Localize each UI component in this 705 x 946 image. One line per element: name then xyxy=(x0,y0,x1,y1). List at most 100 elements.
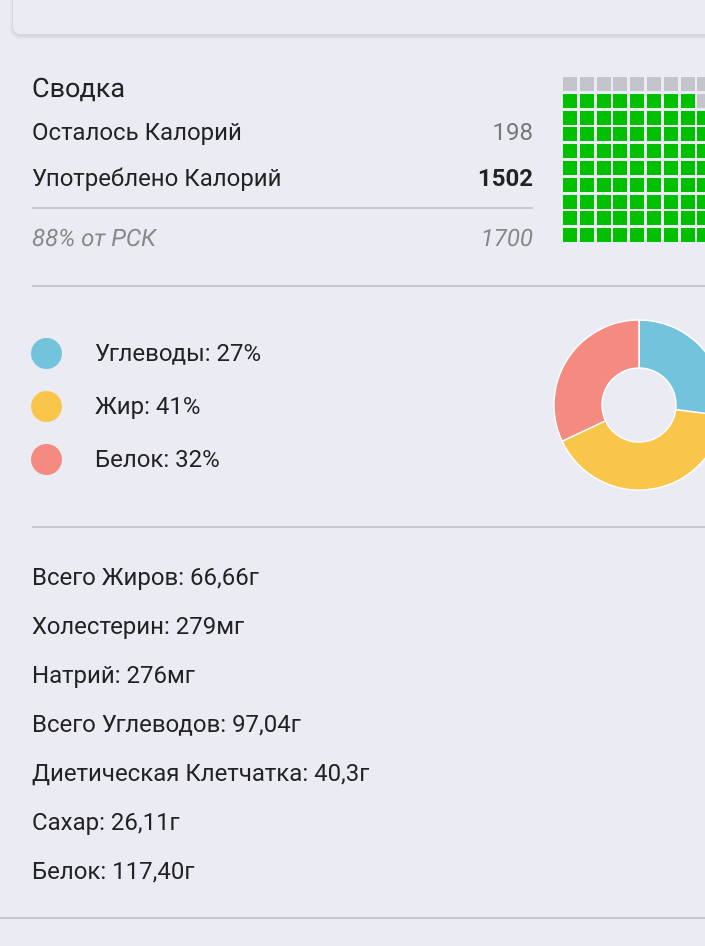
grid-cell-filled xyxy=(663,110,678,125)
grid-cell-empty xyxy=(663,77,678,91)
nutrient-item: Всего Углеводов: 97,04г xyxy=(32,710,301,738)
grid-cell-filled xyxy=(563,110,577,125)
grid-cell-filled xyxy=(630,228,645,243)
grid-cell-filled xyxy=(680,194,695,209)
consumed-value: 1502 xyxy=(477,164,533,192)
nutrient-item: Натрий: 276мг xyxy=(32,661,195,689)
grid-cell-empty xyxy=(680,77,695,91)
grid-cell-filled xyxy=(613,110,628,125)
grid-cell-filled xyxy=(647,177,661,192)
grid-cell-filled xyxy=(579,161,594,175)
nutrient-item: Диетическая Клетчатка: 40,3г xyxy=(32,759,370,787)
divider xyxy=(32,526,705,528)
grid-cell-filled xyxy=(647,127,661,142)
grid-cell-filled xyxy=(596,110,611,125)
grid-cell-filled xyxy=(630,161,645,175)
grid-cell-filled xyxy=(697,177,705,192)
grid-cell-empty xyxy=(630,77,645,91)
grid-cell-empty xyxy=(563,77,577,91)
grid-cell-filled xyxy=(680,211,695,226)
legend-dot xyxy=(31,444,62,475)
grid-cell-filled xyxy=(697,228,705,243)
grid-cell-filled xyxy=(579,110,594,125)
nutrient-item: Холестерин: 279мг xyxy=(32,612,245,640)
grid-cell-filled xyxy=(630,194,645,209)
grid-cell-filled xyxy=(647,110,661,125)
nutrient-item: Белок: 117,40г xyxy=(32,857,195,885)
donut-slice xyxy=(638,319,705,415)
grid-cell-filled xyxy=(579,228,594,243)
grid-cell-filled xyxy=(613,228,628,243)
grid-cell-filled xyxy=(663,93,678,108)
grid-cell-filled xyxy=(663,127,678,142)
grid-cell-empty xyxy=(596,77,611,91)
previous-card xyxy=(12,0,705,35)
percent-label: 88% от РСК xyxy=(32,224,157,252)
grid-cell-filled xyxy=(680,228,695,243)
grid-cell-empty xyxy=(647,77,661,91)
grid-cell-empty xyxy=(613,77,628,91)
grid-cell-filled xyxy=(680,110,695,125)
grid-cell-empty xyxy=(697,77,705,91)
summary-title: Сводка xyxy=(32,72,126,104)
divider xyxy=(32,285,705,287)
grid-cell-filled xyxy=(663,177,678,192)
grid-cell-filled xyxy=(630,127,645,142)
grid-cell-filled xyxy=(579,177,594,192)
grid-cell-filled xyxy=(680,93,695,108)
grid-cell-filled xyxy=(563,93,577,108)
legend-dot xyxy=(31,391,62,422)
grid-cell-filled xyxy=(596,161,611,175)
grid-cell-filled xyxy=(630,177,645,192)
nutrient-item: Сахар: 26,11г xyxy=(32,808,180,836)
grid-cell-filled xyxy=(596,127,611,142)
grid-cell-filled xyxy=(579,211,594,226)
grid-cell-filled xyxy=(563,177,577,192)
legend-label: Углеводы: 27% xyxy=(95,339,262,367)
grid-cell-filled xyxy=(563,127,577,142)
grid-cell-filled xyxy=(663,144,678,159)
grid-cell-filled xyxy=(563,144,577,159)
grid-cell-filled xyxy=(630,144,645,159)
grid-cell-filled xyxy=(697,194,705,209)
grid-cell-filled xyxy=(697,211,705,226)
grid-cell-filled xyxy=(663,161,678,175)
grid-cell-filled xyxy=(563,228,577,243)
donut-slice xyxy=(561,408,705,491)
grid-cell-filled xyxy=(697,110,705,125)
grid-cell-filled xyxy=(563,161,577,175)
nutrient-item: Всего Жиров: 66,66г xyxy=(32,563,259,591)
grid-cell-filled xyxy=(613,127,628,142)
grid-cell-filled xyxy=(613,93,628,108)
grid-cell-filled xyxy=(697,144,705,159)
grid-cell-filled xyxy=(647,144,661,159)
grid-cell-filled xyxy=(663,211,678,226)
grid-cell-filled xyxy=(596,144,611,159)
grid-cell-filled xyxy=(697,161,705,175)
grid-cell-empty xyxy=(579,77,594,91)
grid-cell-filled xyxy=(596,194,611,209)
grid-cell-filled xyxy=(579,127,594,142)
grid-cell-filled xyxy=(697,127,705,142)
remaining-label: Осталось Калорий xyxy=(32,118,242,146)
grid-cell-filled xyxy=(663,194,678,209)
grid-cell-filled xyxy=(663,228,678,243)
remaining-value: 198 xyxy=(492,118,533,146)
grid-cell-filled xyxy=(680,127,695,142)
grid-cell-filled xyxy=(613,144,628,159)
grid-cell-filled xyxy=(579,194,594,209)
divider xyxy=(0,917,705,919)
grid-cell-filled xyxy=(630,93,645,108)
consumed-label: Употреблено Калорий xyxy=(32,164,282,192)
grid-cell-filled xyxy=(596,93,611,108)
grid-cell-filled xyxy=(647,194,661,209)
grid-cell-filled xyxy=(613,194,628,209)
grid-cell-filled xyxy=(613,161,628,175)
grid-cell-filled xyxy=(680,144,695,159)
legend-dot xyxy=(31,338,62,369)
legend-label: Белок: 32% xyxy=(95,445,220,473)
grid-cell-filled xyxy=(596,177,611,192)
grid-cell-filled xyxy=(647,161,661,175)
grid-cell-filled xyxy=(596,228,611,243)
